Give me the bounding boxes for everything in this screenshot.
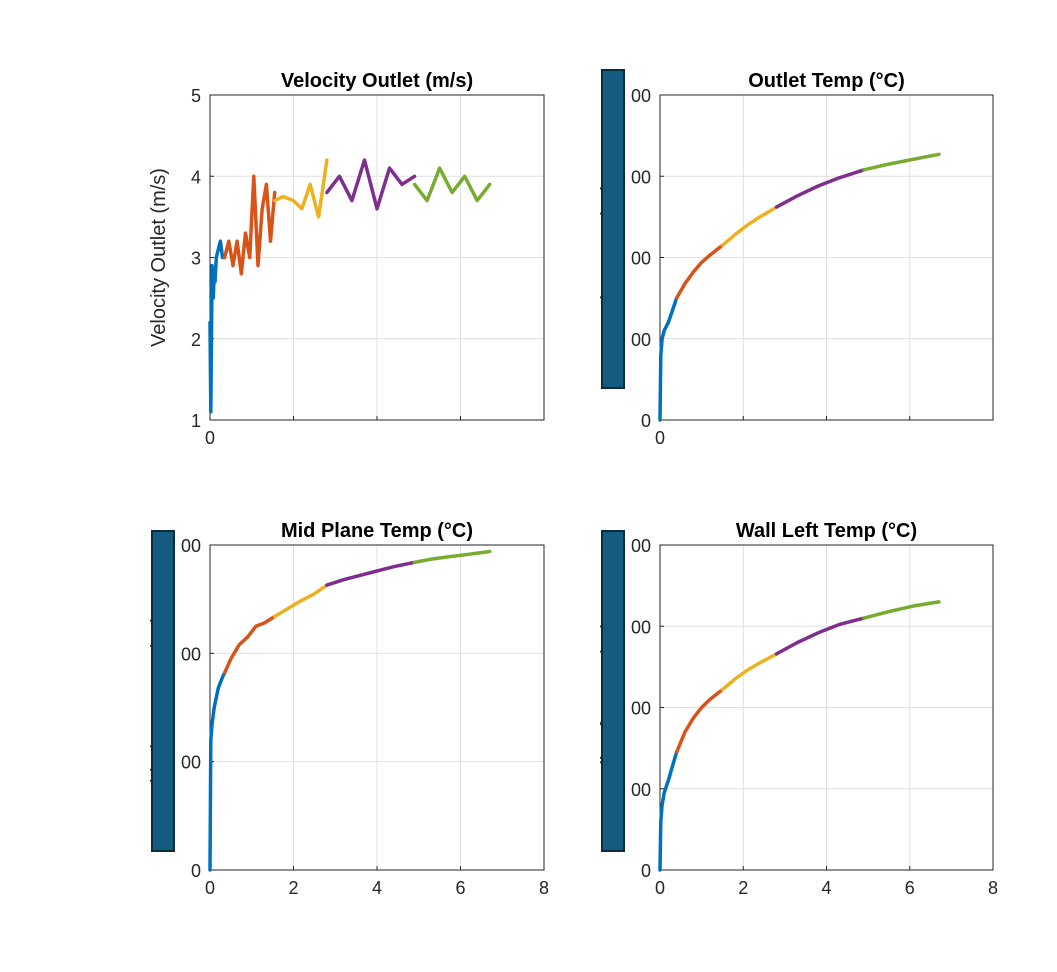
y-tick-label: 00 xyxy=(631,249,651,269)
redaction-bar xyxy=(151,530,175,852)
axes-box xyxy=(209,544,545,871)
series-line-1 xyxy=(222,174,277,276)
chart-title: Wall Left Temp (°C) xyxy=(736,520,917,542)
redaction-bar xyxy=(601,530,625,852)
x-tick-label: 2 xyxy=(288,878,298,898)
x-tick-label: 4 xyxy=(821,878,831,898)
y-tick-label: 1 xyxy=(191,411,201,431)
chart-title: Velocity Outlet (m/s) xyxy=(281,70,473,92)
redaction-bar xyxy=(601,69,625,389)
series-line-3 xyxy=(325,560,417,587)
series-line-4 xyxy=(412,549,492,565)
series-line-2 xyxy=(272,583,329,619)
series-line-1 xyxy=(674,687,725,754)
series-line-3 xyxy=(325,158,417,211)
y-tick-label: 2 xyxy=(191,330,201,350)
x-tick-label: 0 xyxy=(655,428,665,448)
axes-box xyxy=(659,94,994,421)
y-tick-label: 00 xyxy=(631,86,651,106)
y-tick-label: 00 xyxy=(631,536,651,556)
x-tick-label: 0 xyxy=(205,878,215,898)
series-line-2 xyxy=(272,158,329,219)
y-tick-label: 0 xyxy=(191,861,201,881)
subplot-velocity-outlet: 01 2 3 4 5 Velocity Outlet (m/s) Velocity Outl… xyxy=(148,70,545,448)
x-tick-label: 0 xyxy=(655,878,665,898)
x-tick-label: 4 xyxy=(372,878,382,898)
series-line-0 xyxy=(208,671,227,872)
y-tick-label: 00 xyxy=(631,780,651,800)
axes-box xyxy=(659,544,994,871)
axes-box xyxy=(209,94,545,421)
series-line-0 xyxy=(658,750,679,872)
y-axis-label: Velocity Outlet (m/s) xyxy=(148,168,170,347)
series-line-3 xyxy=(774,168,866,209)
series-line-0 xyxy=(208,239,227,414)
y-tick-label: 0 xyxy=(641,861,651,881)
x-tick-label: 2 xyxy=(738,878,748,898)
y-tick-label: 00 xyxy=(631,167,651,187)
y-tick-label: 00 xyxy=(181,753,201,773)
y-tick-label: 0 xyxy=(641,411,651,431)
chart-title: Mid Plane Temp (°C) xyxy=(281,520,473,542)
x-tick-label: 6 xyxy=(905,878,915,898)
series-line-3 xyxy=(774,616,866,656)
y-tick-label: 3 xyxy=(191,249,201,269)
x-tick-label: 8 xyxy=(539,878,549,898)
y-tick-label: 00 xyxy=(631,617,651,637)
series-line-4 xyxy=(862,152,941,172)
y-tick-label: 4 xyxy=(191,167,201,187)
y-tick-label: 00 xyxy=(631,330,651,350)
series-line-4 xyxy=(862,600,941,620)
series-line-4 xyxy=(412,166,492,203)
series-line-2 xyxy=(720,652,779,692)
x-tick-label: 0 xyxy=(205,428,215,448)
series-line-2 xyxy=(720,205,779,248)
x-tick-label: 6 xyxy=(455,878,465,898)
series-line-0 xyxy=(658,296,679,422)
y-tick-label: 00 xyxy=(181,644,201,664)
chart-title: Outlet Temp (°C) xyxy=(748,70,905,92)
series-line-1 xyxy=(222,614,277,675)
y-tick-label: 5 xyxy=(191,86,201,106)
y-tick-label: 00 xyxy=(631,699,651,719)
y-tick-label: 00 xyxy=(181,536,201,556)
x-tick-label: 8 xyxy=(988,878,998,898)
series-line-1 xyxy=(674,243,725,300)
